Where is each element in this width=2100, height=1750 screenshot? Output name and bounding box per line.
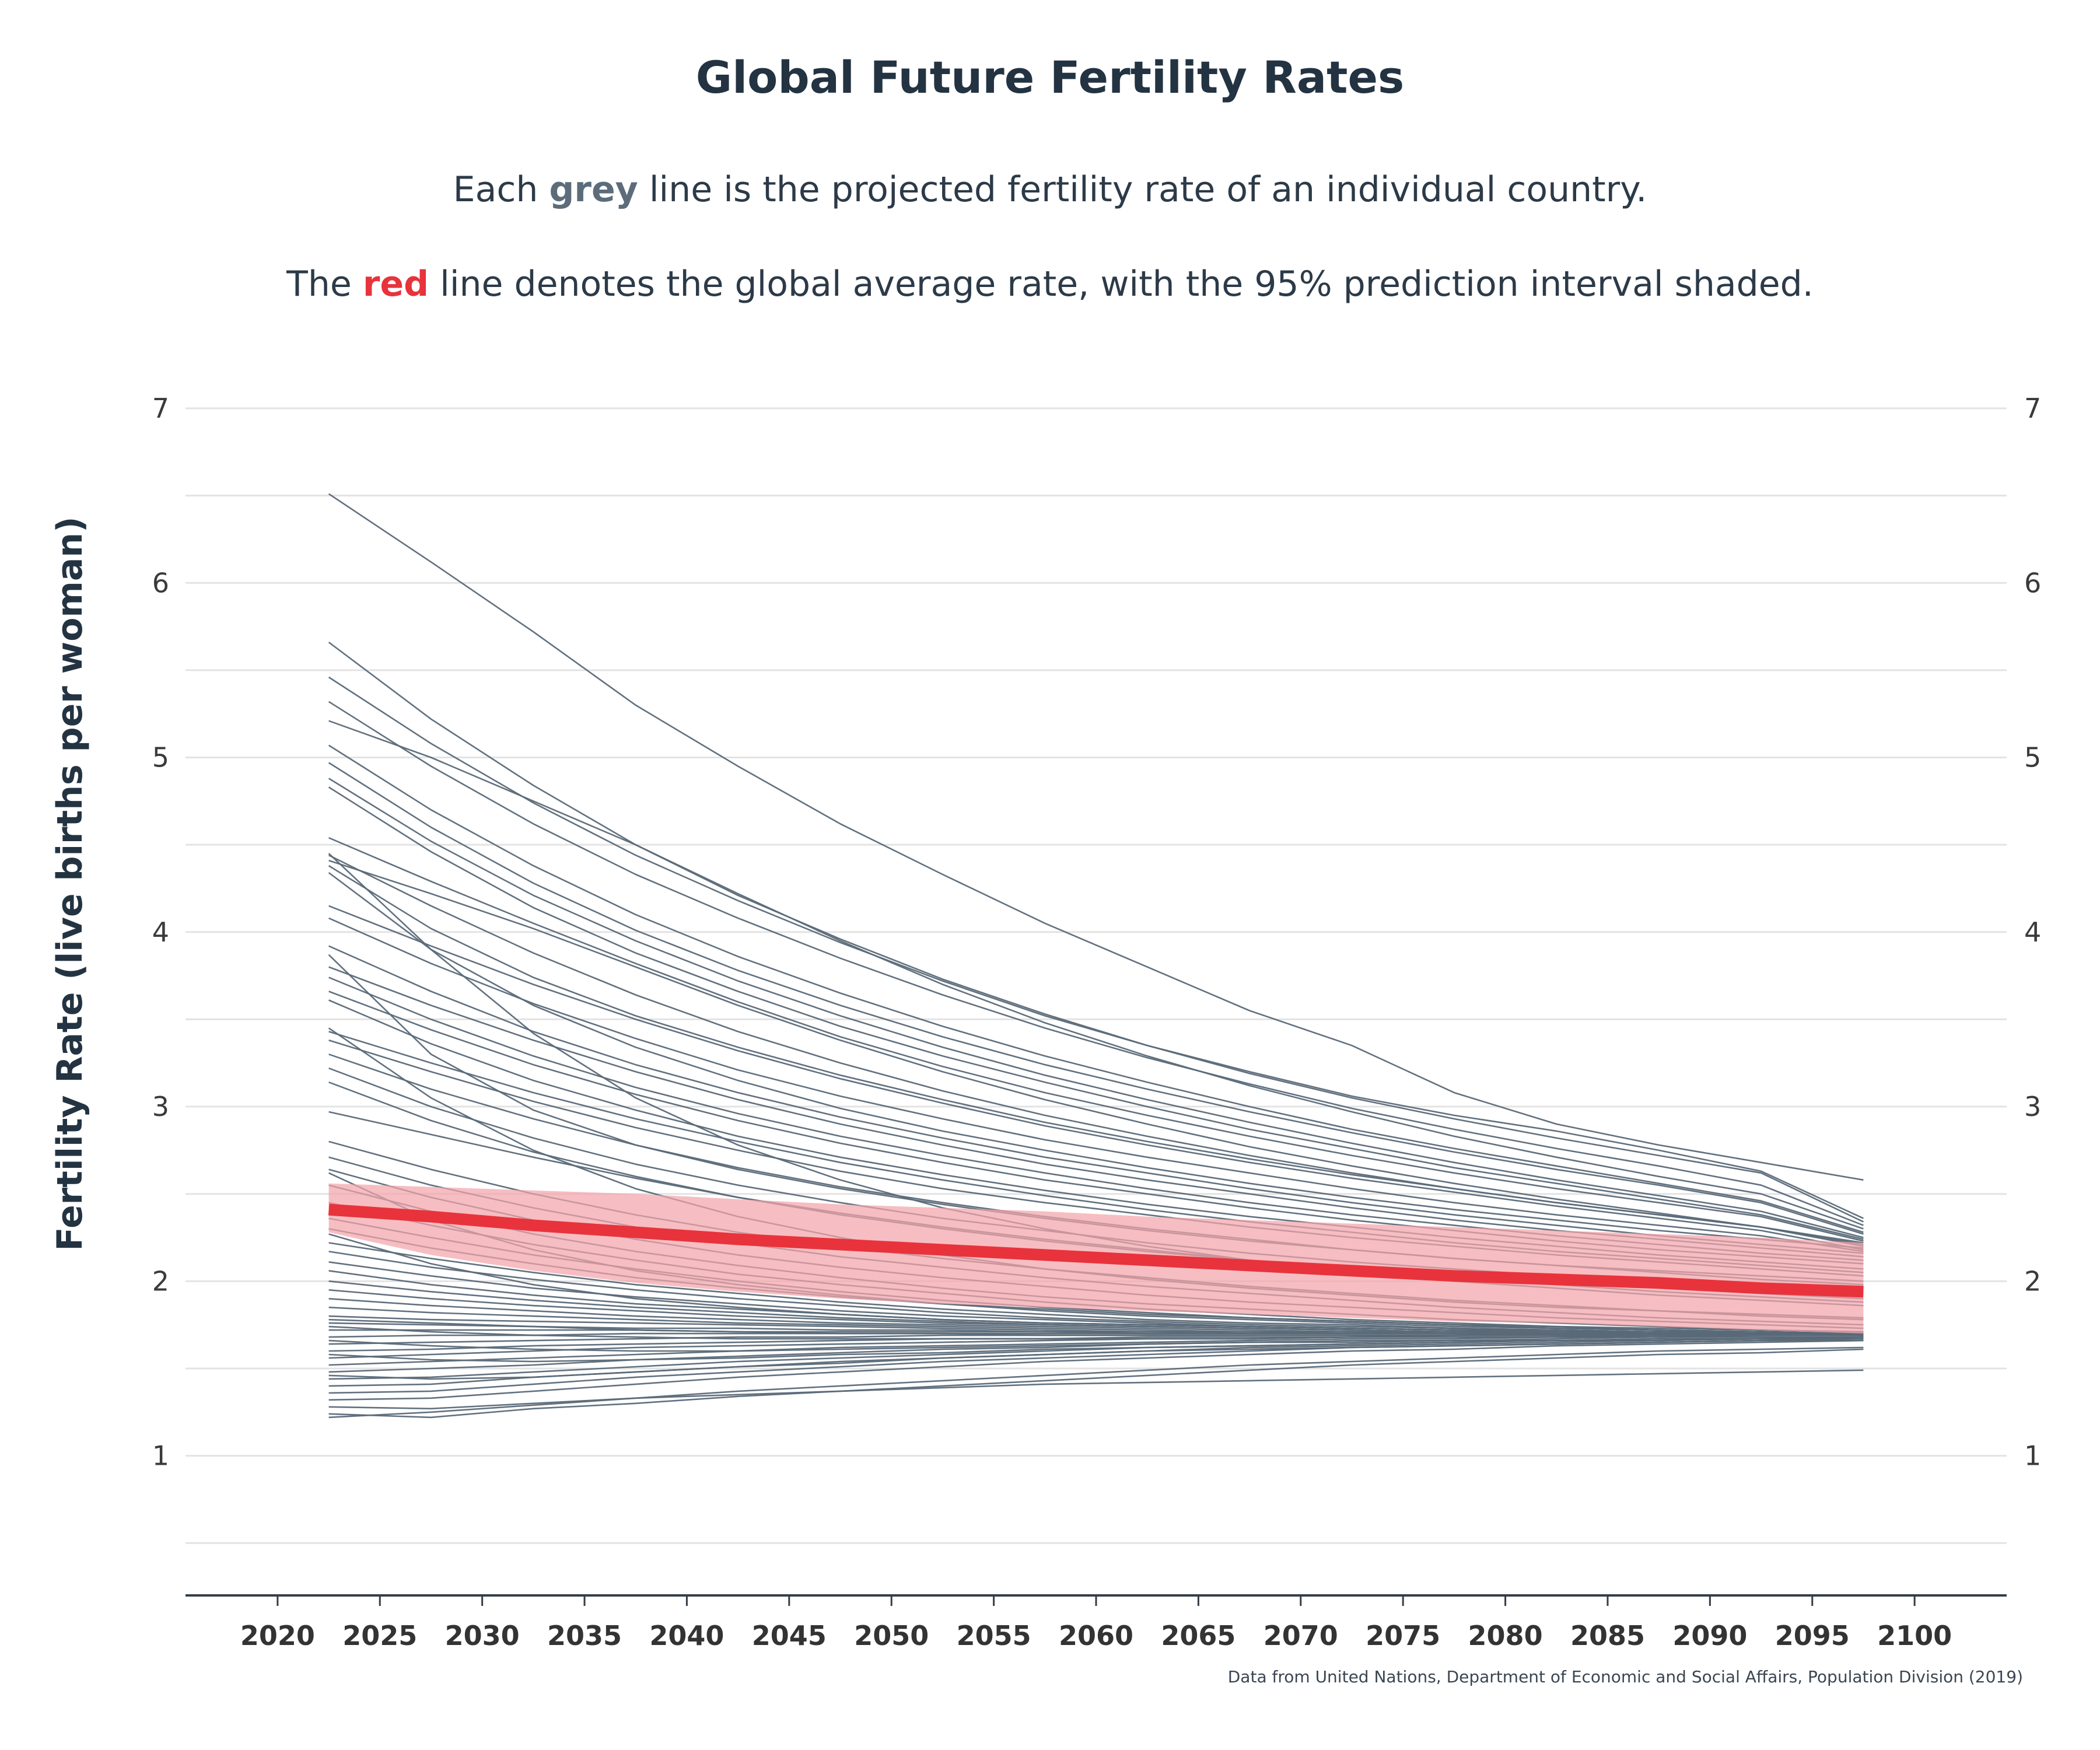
country-line [328,641,1864,1219]
country-line [328,1338,1864,1394]
country-line [328,1346,1864,1410]
country-line [328,1325,1864,1340]
x-tick-label: 2035 [547,1620,622,1651]
subtitle-line-1: Each grey line is the projected fertilit… [0,169,2100,210]
country-line [328,1334,1864,1359]
x-tick-label: 2075 [1366,1620,1440,1651]
y-tick-label-right: 7 [2024,393,2041,424]
x-tick-label: 2095 [1775,1620,1850,1651]
page-title: Global Future Fertility Rates [695,51,1405,103]
country-line [328,859,1864,1245]
country-line [328,864,1864,1247]
x-tick-label: 2020 [240,1620,315,1651]
y-tick-label-left: 7 [152,393,169,424]
average-line-layer [328,1203,1864,1298]
country-line [328,1306,1864,1336]
country-line [328,917,1864,1252]
country-line [328,1336,1864,1373]
x-tick-label: 2030 [445,1620,520,1651]
axes: 2020 2025 2030 2035 2040 2045 2050 2055 2060 2065… [152,393,2042,1651]
x-tick-label: 2055 [957,1620,1031,1651]
subtitle-2-after: line denotes the global average rate, wi… [429,264,1814,304]
country-line [328,493,1864,1181]
x-tick-label: 2100 [1877,1620,1952,1651]
subtitle-1-highlight: grey [549,169,638,210]
x-tick-label: 2080 [1468,1620,1543,1651]
country-line [328,1332,1864,1338]
country-line [328,1261,1864,1335]
subtitle-1-before: Each [453,169,550,210]
average-line [328,1203,1864,1298]
x-tick-label: 2050 [854,1620,929,1651]
y-tick-label-left: 3 [152,1091,169,1122]
country-line [328,1348,1864,1419]
country-line [328,778,1864,1238]
country-line [328,762,1864,1235]
country-line [328,945,1864,1254]
country-line [328,701,1864,1226]
subtitle-line-2: The red line denotes the global average … [0,264,2100,304]
y-tick-label-right: 3 [2024,1091,2041,1122]
country-lines [328,493,1864,1419]
y-tick-label-right: 5 [2024,742,2041,774]
country-line [328,1318,1864,1336]
country-line [328,872,1864,1249]
y-tick-label-left: 5 [152,742,169,774]
country-line [328,1289,1864,1335]
y-tick-label-left: 6 [152,567,169,598]
x-tick-label: 2040 [649,1620,724,1651]
country-line [328,905,1864,1251]
country-line [328,676,1864,1223]
country-line [328,786,1864,1240]
x-tick-label: 2025 [342,1620,417,1651]
y-tick-label-right: 1 [2024,1440,2041,1472]
y-tick-label-right: 4 [2024,916,2041,948]
x-tick-label: 2070 [1264,1620,1338,1651]
y-tick-label-right: 6 [2024,567,2041,598]
country-line [328,1338,1864,1363]
x-tick-label: 2090 [1672,1620,1747,1651]
x-tick-label: 2060 [1059,1620,1133,1651]
country-line [328,720,1864,1230]
y-tick-label-left: 1 [152,1440,169,1472]
subtitle-2-highlight: red [362,264,429,304]
country-line [328,1369,1864,1419]
country-line [328,1339,1864,1401]
y-tick-label-right: 2 [2024,1265,2041,1297]
y-tick-label-left: 4 [152,916,169,948]
country-line [328,837,1864,1242]
source-note: Data from United Nations, Department of … [1227,1667,2023,1686]
x-tick-label: 2065 [1161,1620,1236,1651]
country-line [328,1338,1864,1352]
y-axis-title: Fertility Rate (live births per woman) [50,516,90,1251]
x-tick-label: 2045 [752,1620,827,1651]
subtitle-1-after: line is the projected fertility rate of … [638,169,1647,210]
country-line [328,744,1864,1233]
y-tick-label-left: 2 [152,1265,169,1297]
x-tick-label: 2085 [1570,1620,1645,1651]
country-line [328,1233,1864,1335]
country-line [328,1339,1864,1380]
subtitle-2-before: The [286,264,363,304]
